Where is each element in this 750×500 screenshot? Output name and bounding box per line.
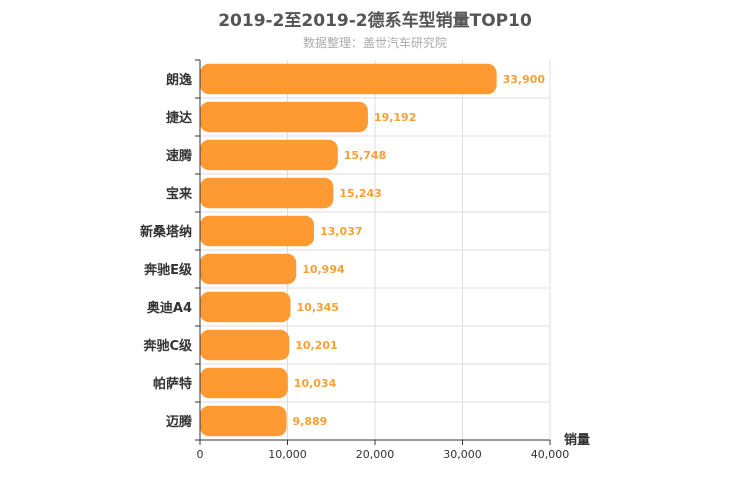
category-label: 奔驰E级 — [143, 262, 193, 278]
data-label: 19,192 — [374, 111, 416, 124]
bar-layer — [200, 63, 497, 437]
category-label: 速腾 — [166, 148, 193, 164]
data-label: 33,900 — [503, 73, 546, 86]
category-label: 宝来 — [166, 186, 193, 202]
data-label: 15,243 — [339, 187, 381, 200]
x-tick-label: 40,000 — [531, 448, 570, 461]
axis-layer — [195, 59, 551, 445]
bar — [200, 177, 334, 209]
x-tick-label: 20,000 — [356, 448, 395, 461]
bar — [200, 63, 497, 95]
data-label: 9,889 — [293, 415, 328, 428]
category-label: 奔驰C级 — [142, 338, 193, 354]
data-label: 15,748 — [344, 149, 386, 162]
bar — [200, 367, 288, 399]
data-label: 10,994 — [302, 263, 345, 276]
category-label: 新桑塔纳 — [140, 224, 192, 240]
category-label: 迈腾 — [166, 414, 193, 430]
x-tick-label: 10,000 — [268, 448, 307, 461]
x-tick-label: 0 — [197, 448, 204, 461]
bar — [200, 139, 338, 171]
category-label: 捷达 — [166, 110, 192, 126]
data-label: 10,345 — [297, 301, 339, 314]
x-axis-title: 销量 — [564, 432, 590, 448]
data-label: 13,037 — [320, 225, 362, 238]
category-label: 帕萨特 — [153, 376, 192, 392]
bar — [200, 291, 291, 323]
category-label: 奥迪A4 — [147, 300, 192, 316]
grid-layer — [200, 60, 551, 440]
chart-title: 2019-2至2019-2德系车型销量TOP10 — [218, 11, 532, 31]
data-label: 10,034 — [294, 377, 337, 390]
category-label: 朗逸 — [166, 72, 192, 88]
x-tick-label: 30,000 — [443, 448, 482, 461]
bar — [200, 101, 368, 133]
chart-subtitle: 数据整理：盖世汽车研究院 — [302, 36, 447, 50]
bar — [200, 253, 297, 285]
bar — [200, 215, 315, 247]
label-layer: 33,900 朗逸 19,192 捷达 15,748 速腾 15,243 宝来 13,037 新桑… — [140, 72, 590, 461]
bar — [200, 329, 290, 361]
bar — [200, 405, 287, 437]
data-label: 10,201 — [295, 339, 337, 352]
